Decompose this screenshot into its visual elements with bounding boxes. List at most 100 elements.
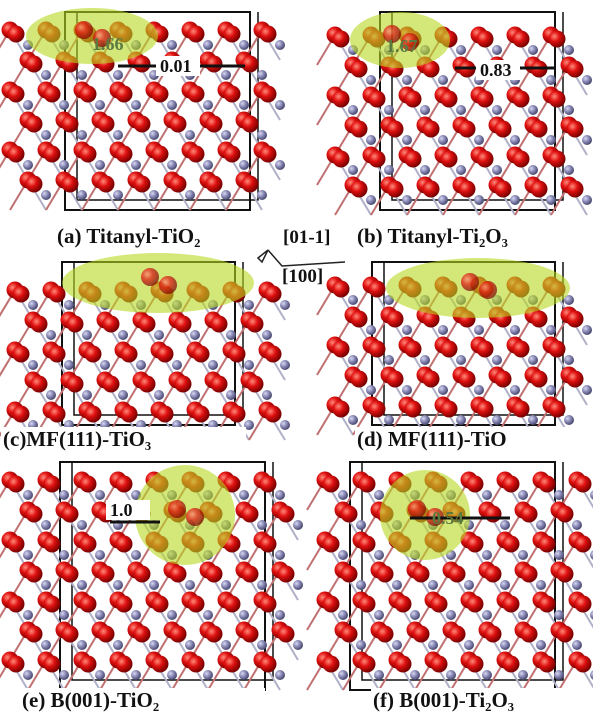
o-atom bbox=[351, 371, 368, 388]
o-atom bbox=[265, 406, 282, 423]
ti-atom bbox=[293, 640, 303, 650]
ti-atom bbox=[59, 100, 69, 110]
o-atom bbox=[62, 566, 79, 583]
ti-atom bbox=[257, 130, 267, 140]
o-atom bbox=[467, 476, 484, 493]
o-atom bbox=[44, 476, 61, 493]
ti-atom bbox=[41, 640, 51, 650]
highlight bbox=[386, 258, 570, 318]
o-atom bbox=[170, 626, 187, 643]
ti-atom bbox=[244, 360, 254, 370]
ti-atom bbox=[136, 360, 146, 370]
o-atom bbox=[44, 536, 61, 553]
o-atom bbox=[341, 566, 358, 583]
ti-atom bbox=[546, 135, 556, 145]
ti-atom bbox=[41, 190, 51, 200]
ti-atom bbox=[59, 610, 69, 620]
o-atom bbox=[557, 626, 574, 643]
o-atom bbox=[278, 566, 295, 583]
ti-atom bbox=[492, 415, 502, 425]
ti-atom bbox=[546, 325, 556, 335]
o-atom bbox=[224, 86, 241, 103]
ti-atom bbox=[149, 640, 159, 650]
ti-atom bbox=[167, 100, 177, 110]
o-atom bbox=[567, 371, 584, 388]
ti-atom bbox=[113, 190, 123, 200]
o-atom bbox=[265, 346, 282, 363]
ti-atom bbox=[510, 135, 520, 145]
o-atom bbox=[449, 626, 466, 643]
o-atom bbox=[323, 476, 340, 493]
ti-atom bbox=[456, 415, 466, 425]
ti-atom bbox=[474, 135, 484, 145]
o-atom bbox=[13, 346, 30, 363]
ti-atom bbox=[528, 415, 538, 425]
direction-arrows bbox=[258, 250, 345, 266]
ti-atom bbox=[492, 105, 502, 115]
o-atom bbox=[116, 86, 133, 103]
ti-atom bbox=[482, 490, 492, 500]
o-atom bbox=[8, 26, 25, 43]
ti-atom bbox=[257, 520, 267, 530]
ti-atom bbox=[77, 580, 87, 590]
ti-atom bbox=[221, 70, 231, 80]
o-atom bbox=[333, 281, 350, 298]
ti-atom bbox=[510, 195, 520, 205]
distance-label: 0.83 bbox=[480, 60, 512, 80]
o-atom bbox=[134, 626, 151, 643]
ti-atom bbox=[348, 355, 358, 365]
ti-atom bbox=[190, 330, 200, 340]
o-atom bbox=[567, 311, 584, 328]
ti-atom bbox=[348, 295, 358, 305]
ti-atom bbox=[438, 195, 448, 205]
ti-atom bbox=[203, 160, 213, 170]
ti-atom bbox=[59, 160, 69, 170]
ti-atom bbox=[356, 520, 366, 530]
ti-atom bbox=[356, 640, 366, 650]
ti-atom bbox=[257, 580, 267, 590]
o-atom bbox=[513, 31, 530, 48]
o-atom bbox=[503, 656, 520, 673]
o-atom bbox=[247, 376, 264, 393]
ti-atom bbox=[564, 355, 574, 365]
ti-atom bbox=[154, 330, 164, 340]
o-atom bbox=[513, 91, 530, 108]
ti-atom bbox=[77, 190, 87, 200]
ti-atom bbox=[239, 160, 249, 170]
o-atom bbox=[333, 341, 350, 358]
o-atom bbox=[477, 151, 494, 168]
o-atom bbox=[193, 406, 210, 423]
o-atom bbox=[549, 91, 566, 108]
ti-atom bbox=[293, 520, 303, 530]
o-atom bbox=[521, 626, 538, 643]
ti-atom bbox=[221, 580, 231, 590]
o-atom bbox=[369, 401, 386, 418]
o-atom bbox=[485, 626, 502, 643]
o-atom bbox=[477, 91, 494, 108]
ti-atom bbox=[582, 195, 592, 205]
o-atom bbox=[395, 596, 412, 613]
o-atom bbox=[229, 406, 246, 423]
ti-atom bbox=[438, 385, 448, 395]
o-atom bbox=[485, 566, 502, 583]
ti-atom bbox=[203, 100, 213, 110]
ti-atom bbox=[554, 550, 564, 560]
ti-atom bbox=[518, 670, 528, 680]
ti-atom bbox=[554, 670, 564, 680]
ti-atom bbox=[275, 40, 285, 50]
ti-atom bbox=[131, 160, 141, 170]
ti-atom bbox=[77, 130, 87, 140]
ti-atom bbox=[402, 385, 412, 395]
ti-atom bbox=[366, 195, 376, 205]
o-atom bbox=[67, 376, 84, 393]
o-atom bbox=[44, 146, 61, 163]
ti-atom bbox=[95, 610, 105, 620]
ti-atom bbox=[374, 550, 384, 560]
o-atom bbox=[139, 316, 156, 333]
ti-atom bbox=[338, 550, 348, 560]
ti-atom bbox=[582, 385, 592, 395]
ti-atom bbox=[131, 670, 141, 680]
o-atom bbox=[188, 86, 205, 103]
o-atom bbox=[103, 376, 120, 393]
o-atom bbox=[441, 401, 458, 418]
